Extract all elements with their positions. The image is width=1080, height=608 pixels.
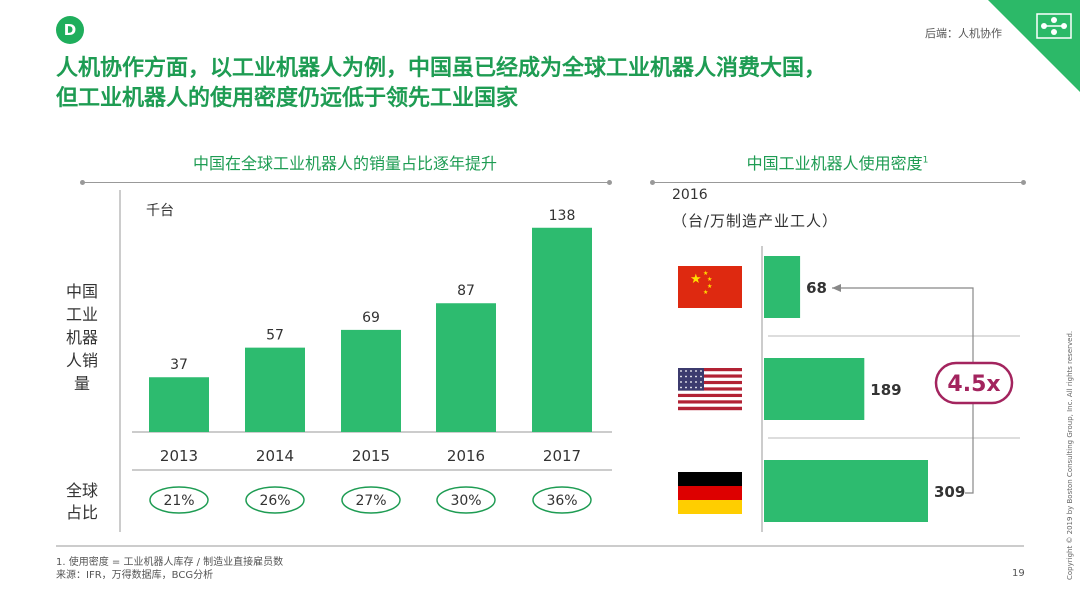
comparison-arrowhead (832, 284, 841, 292)
density-bar (764, 460, 928, 522)
sales-value-label: 57 (266, 328, 284, 344)
share-pill (341, 486, 401, 514)
svg-text:★: ★ (707, 276, 712, 283)
density-bar (764, 358, 865, 420)
multiplier-text: 4.5x (947, 372, 1000, 397)
year-tick-label: 2016 (447, 447, 485, 465)
right-chart-title-footnote-mark: 1 (922, 155, 929, 166)
sales-bar (436, 303, 496, 432)
sales-bar (245, 347, 305, 432)
corner-decoration (988, 0, 1080, 92)
year-tick-label: 2013 (160, 447, 198, 465)
china-flag-icon: ★ ★ ★ ★ ★ (678, 266, 742, 308)
headline-line-1: 人机协作方面，以工业机器人为例，中国虽已经成为全球工业机器人消费大国， (56, 56, 827, 81)
global-share-value: 36% (546, 493, 577, 509)
right-year-label: 2016 (672, 187, 708, 203)
year-tick-label: 2015 (352, 447, 390, 465)
density-value-label: 309 (934, 483, 965, 501)
year-tick-label: 2014 (256, 447, 294, 465)
footnote-source: 来源：IFR，万得数据库，BCG分析 (56, 570, 214, 581)
left-chart-title: 中国在全球工业机器人的销量占比逐年提升 (192, 154, 497, 173)
svg-text:★: ★ (703, 270, 708, 277)
sales-value-label: 69 (362, 310, 380, 326)
sales-value-label: 138 (549, 208, 576, 224)
sales-bar (341, 329, 401, 432)
footnote-definition: 1. 使用密度 = 工业机器人库存 / 制造业直接雇员数 (56, 557, 284, 568)
right-unit-label: （台/万制造产业工人） (672, 212, 839, 230)
right-chart-title-text: 中国工业机器人使用密度 (746, 154, 923, 173)
global-share-value: 26% (259, 493, 290, 509)
section-badge: D (56, 16, 84, 44)
multiplier-badge (934, 361, 1014, 405)
share-pill (149, 486, 209, 514)
page-headline: 人机协作方面，以工业机器人为例，中国虽已经成为全球工业机器人消费大国， 但工业机… (56, 54, 1016, 114)
share-pill (245, 486, 305, 514)
density-value-label: 189 (870, 381, 901, 399)
year-tick-label: 2017 (543, 447, 581, 465)
sales-bar (149, 377, 209, 432)
right-chart-title: 中国工业机器人使用密度1 (650, 150, 1025, 174)
left-bars-group: 37 2013 21% 57 2014 26% 69 2015 27% 87 2016 30% 138 2… (149, 208, 592, 514)
germany-flag-icon (678, 472, 742, 514)
global-share-label: 全球占比 (65, 481, 98, 522)
sales-value-label: 87 (457, 283, 475, 299)
left-title-rule (80, 180, 612, 185)
right-title-rule (650, 180, 1026, 185)
page-number: 19 (1012, 568, 1025, 579)
svg-text:★: ★ (690, 272, 702, 287)
sales-value-label: 37 (170, 357, 188, 373)
usa-flag-icon (678, 368, 742, 411)
svg-text:★: ★ (703, 289, 708, 296)
headline-line-2: 但工业机器人的使用密度仍远低于领先工业国家 (56, 86, 519, 111)
share-pill (436, 486, 496, 514)
left-unit-label: 千台 (146, 203, 174, 219)
global-share-value: 30% (450, 493, 481, 509)
network-icon (1036, 13, 1072, 39)
footnote: 1. 使用密度 = 工业机器人库存 / 制造业直接雇员数 来源：IFR，万得数据… (56, 556, 283, 582)
copyright-notice: Copyright © 2019 by Boston Consulting Gr… (1066, 330, 1074, 580)
sales-bar (532, 227, 592, 432)
left-y-axis-label: 中国工业机器人销量 (65, 282, 98, 393)
global-share-value: 21% (163, 493, 194, 509)
share-pill (532, 486, 592, 514)
section-tag: 后端：人机协作 (925, 27, 1002, 40)
global-share-value: 27% (355, 493, 386, 509)
svg-text:★: ★ (707, 283, 712, 290)
right-bars-group: 68 189 309 (764, 256, 965, 522)
density-value-label: 68 (806, 279, 827, 297)
density-bar (764, 256, 801, 318)
